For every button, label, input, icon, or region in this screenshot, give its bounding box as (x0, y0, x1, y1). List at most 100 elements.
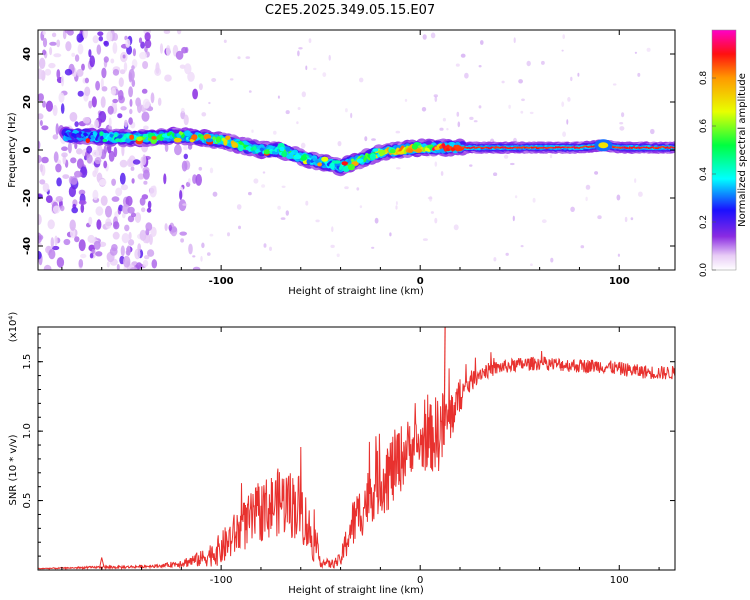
noise-blob (150, 226, 157, 237)
noise-blob (141, 207, 146, 213)
noise-blob (207, 252, 211, 256)
noise-blob (442, 117, 446, 122)
noise-blob (111, 178, 116, 186)
noise-blob (456, 111, 460, 117)
noise-blob (147, 249, 155, 257)
noise-blob (567, 97, 571, 102)
ridge-segment (76, 133, 82, 138)
noise-blob (61, 152, 68, 158)
ridge-blob (189, 139, 195, 143)
noise-blob (395, 205, 398, 210)
ridge-blob (102, 138, 108, 143)
colorbar-frame (711, 29, 737, 271)
noise-blob (142, 259, 149, 268)
noise-blob (88, 100, 93, 109)
noise-blob (634, 178, 637, 183)
snr-spike (443, 327, 446, 446)
noise-blob (106, 31, 113, 42)
ridge-blob (341, 161, 348, 166)
noise-blob (80, 253, 87, 259)
snr-line-layer (38, 327, 675, 570)
noise-blob (526, 60, 531, 67)
noise-blob (138, 37, 143, 44)
noise-blob (478, 65, 482, 68)
noise-blob (280, 217, 286, 220)
noise-blob (175, 50, 184, 60)
ridge-blob (136, 136, 143, 142)
snr-y-axis-label: SNR (10 * v/v) (8, 434, 19, 505)
ridge-blob (85, 138, 91, 144)
noise-blob (142, 154, 147, 166)
noise-blob (47, 219, 55, 230)
noise-blob (422, 34, 427, 40)
spectrogram-y-tick-label: -40 (22, 237, 33, 255)
noise-blob (42, 100, 46, 108)
noise-blob (56, 69, 61, 79)
noise-blob (570, 76, 573, 82)
noise-blob (120, 245, 125, 257)
noise-blob (144, 46, 148, 53)
noise-blob (38, 93, 44, 102)
noise-blob (52, 134, 59, 140)
noise-blob (48, 62, 56, 69)
noise-blob (147, 200, 152, 209)
noise-blob (313, 67, 317, 71)
noise-blob (74, 170, 82, 178)
spectrogram-axes: -100 0 100 -40 -20 0 20 40 (22, 30, 675, 287)
noise-blob (111, 244, 118, 252)
ridge-segment (95, 132, 102, 141)
noise-blob (118, 89, 124, 101)
noise-blob (212, 191, 218, 197)
noise-blob (54, 235, 58, 246)
noise-blob (123, 119, 128, 128)
ridge-segment (455, 144, 462, 150)
noise-blob (39, 120, 43, 126)
ridge-segment (111, 133, 118, 141)
noise-blob (637, 72, 641, 77)
noise-blob (56, 257, 65, 268)
noise-blob (168, 224, 173, 231)
noise-blob (192, 255, 196, 258)
noise-blob (337, 141, 342, 147)
noise-blob (248, 90, 252, 93)
noise-blob (305, 65, 308, 71)
noise-blob (89, 55, 95, 68)
noise-blob (65, 41, 72, 52)
noise-blob (248, 191, 252, 196)
noise-blob (331, 226, 334, 233)
noise-blob (131, 79, 136, 87)
ridge-blob (369, 153, 376, 161)
ridge-segment (657, 146, 662, 149)
noise-blob (594, 171, 599, 175)
ridge-segment (585, 145, 590, 149)
noise-blob (84, 86, 91, 97)
noise-blob (187, 71, 195, 82)
ridge-blob (330, 162, 335, 170)
noise-blob (638, 191, 643, 197)
ridge-segment (178, 131, 185, 137)
noise-blob (155, 62, 160, 74)
ridge-segment (633, 146, 638, 150)
ridge-blob (281, 151, 288, 158)
noise-blob (69, 219, 76, 231)
noise-blob (285, 210, 289, 216)
noise-blob (116, 264, 120, 270)
noise-blob (38, 68, 43, 80)
ridge-blob (238, 144, 244, 152)
noise-blob (183, 145, 188, 151)
noise-blob (42, 37, 48, 48)
noise-blob (137, 243, 142, 252)
noise-blob (181, 46, 188, 54)
noise-blob (78, 259, 84, 268)
ridge-blob (389, 149, 396, 154)
noise-blob (92, 35, 99, 44)
ridge-segment (528, 146, 533, 149)
ridge-segment (164, 133, 171, 139)
colorbar-tick-label: 0.0 (699, 263, 709, 278)
noise-blob (55, 123, 59, 136)
ridge-blob (372, 148, 379, 152)
spectrogram-x-tick-label: -100 (209, 276, 234, 287)
noise-blob (208, 101, 211, 105)
snr-series-line (38, 350, 675, 570)
